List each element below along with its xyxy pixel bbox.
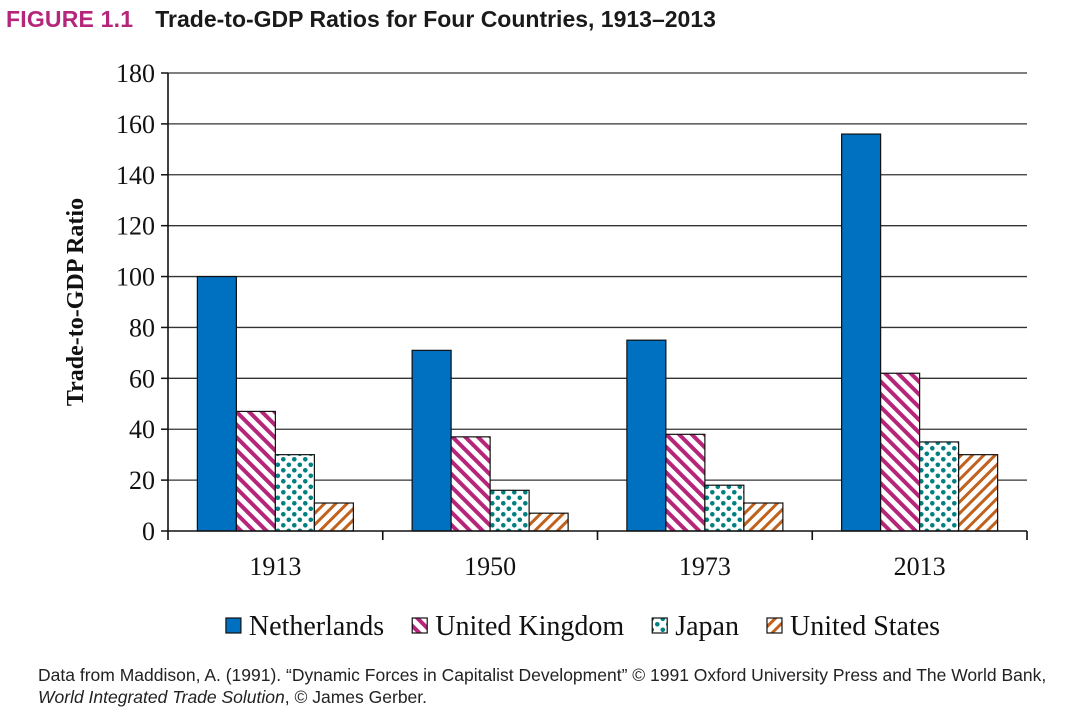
x-tick-label: 1950 [464,552,516,581]
source-note: Data from Maddison, A. (1991). “Dynamic … [38,664,1078,708]
bar-japan-1973 [704,484,745,532]
y-tick-label: 180 [116,59,155,88]
bar-netherlands-1950 [411,349,452,532]
bar-japan-1913 [274,454,315,532]
legend-label: Japan [675,611,739,642]
source-text: Data from Maddison, A. (1991). “Dynamic … [38,665,1047,685]
legend-label: Netherlands [249,611,384,642]
bar-united-states-1913 [313,502,354,532]
figure-number: FIGURE 1.1 [6,6,134,32]
legend-swatch-united-states [766,617,783,634]
figure-title: Trade-to-GDP Ratios for Four Countries, … [155,6,716,32]
y-tick-label: 40 [129,415,155,444]
bars [196,133,999,532]
legend-label: United States [790,611,940,642]
legend: Netherlands United Kingdom Japan United Sta… [225,611,940,642]
bar-japan-2013 [919,441,960,532]
y-tick-label: 100 [116,263,155,292]
y-tick-label: 0 [142,517,155,546]
y-tick-label: 60 [129,364,155,393]
source-text-end: , © James Gerber. [284,687,428,707]
y-tick-label: 80 [129,313,155,342]
figure-heading: FIGURE 1.1 Trade-to-GDP Ratios for Four C… [6,6,716,33]
y-axis-title: Trade-to-GDP Ratio [63,198,89,406]
bar-chart: 0 20 40 60 80 100 120 140 160 180 1913 1950 1973 2013… [63,59,1028,642]
bar-netherlands-1913 [196,275,237,532]
bar-united-states-1973 [743,502,784,532]
bar-netherlands-2013 [841,133,882,532]
bar-united-states-1950 [528,512,569,532]
legend-swatch-japan [651,617,668,634]
y-tick-label: 160 [116,110,155,139]
x-tick-label: 1973 [679,552,731,581]
legend-swatch-netherlands [225,617,242,634]
source-italic: World Integrated Trade Solution [38,687,285,707]
y-tick-label: 20 [129,466,155,495]
axes: 0 20 40 60 80 100 120 140 160 180 1913 1950 1973 2013 [116,59,1028,581]
y-tick-label: 120 [116,212,155,241]
bar-netherlands-1973 [626,339,667,532]
x-tick-label: 2013 [894,552,946,581]
gridlines [168,72,1027,481]
bar-united-kingdom-1973 [665,433,706,532]
legend-label: United Kingdom [435,611,624,642]
bar-united-states-2013 [958,454,999,532]
bar-united-kingdom-2013 [880,372,921,532]
bar-united-kingdom-1913 [235,410,276,532]
y-tick-label: 140 [116,161,155,190]
x-tick-label: 1913 [249,552,301,581]
bar-united-kingdom-1950 [450,436,491,532]
bar-japan-1950 [489,489,530,532]
legend-swatch-united-kingdom [411,617,428,634]
